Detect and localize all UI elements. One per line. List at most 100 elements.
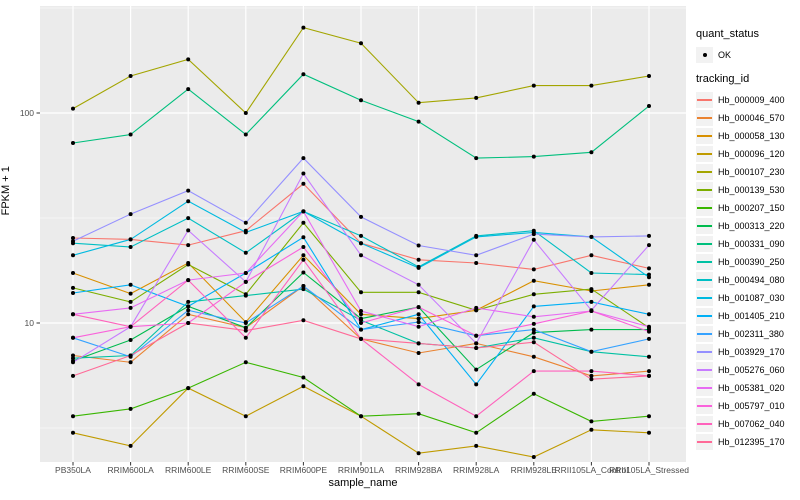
legend-key-line bbox=[697, 440, 712, 443]
data-point bbox=[128, 282, 133, 287]
legend-key-box bbox=[696, 253, 713, 270]
data-point bbox=[416, 312, 421, 317]
legend-key-line bbox=[697, 189, 712, 191]
data-point bbox=[243, 293, 248, 298]
legend-item: Hb_000009_400 bbox=[696, 91, 800, 109]
data-point bbox=[186, 262, 191, 267]
data-point bbox=[531, 83, 536, 88]
legend-item: Hb_005276_060 bbox=[696, 361, 800, 378]
data-point bbox=[243, 250, 248, 255]
data-point bbox=[186, 87, 191, 92]
legend-key-line bbox=[697, 404, 712, 407]
data-point bbox=[301, 220, 306, 225]
data-point bbox=[416, 341, 421, 346]
data-point bbox=[71, 373, 75, 378]
data-point bbox=[71, 271, 75, 275]
data-point bbox=[474, 253, 479, 258]
legend-key-box bbox=[696, 92, 713, 109]
data-point bbox=[301, 257, 306, 262]
data-point bbox=[474, 414, 479, 419]
legend-item-label: Hb_000313_220 bbox=[718, 220, 785, 231]
legend-key-box bbox=[696, 128, 713, 145]
x-tick-label: RRII105LA_Stressed bbox=[609, 465, 689, 475]
legend-item-label: Hb_000107_230 bbox=[718, 167, 785, 178]
legend-item-label: OK bbox=[718, 49, 732, 60]
data-point bbox=[531, 354, 536, 359]
data-point bbox=[589, 234, 594, 239]
legend-item: Hb_000207_150 bbox=[696, 199, 800, 216]
data-point bbox=[531, 335, 536, 340]
data-point bbox=[416, 100, 421, 105]
data-point bbox=[647, 233, 651, 238]
data-point bbox=[531, 455, 536, 459]
x-tick-label: RRIM928LE bbox=[510, 465, 557, 475]
data-point bbox=[359, 214, 363, 219]
legend-item: Hb_000390_250 bbox=[696, 253, 800, 270]
data-point bbox=[589, 253, 594, 258]
data-point bbox=[474, 305, 479, 310]
data-point bbox=[589, 377, 594, 382]
x-tick-label: RRIM600LA bbox=[107, 465, 154, 475]
legend-item-label: Hb_003929_170 bbox=[718, 346, 785, 357]
legend-item: Hb_005381_020 bbox=[696, 379, 800, 396]
data-point bbox=[71, 360, 75, 365]
legend-item: Hb_000139_530 bbox=[696, 181, 800, 198]
data-point bbox=[416, 243, 421, 248]
legend-item: Hb_000096_120 bbox=[696, 145, 800, 163]
data-point bbox=[301, 384, 306, 389]
data-point bbox=[589, 373, 594, 378]
legend-item: Hb_000046_570 bbox=[696, 109, 800, 127]
legend-item: Hb_001087_030 bbox=[696, 289, 800, 306]
legend-item: Hb_001405_210 bbox=[696, 307, 800, 324]
legend-key-box bbox=[696, 110, 713, 127]
data-point bbox=[301, 156, 306, 161]
legend-key-line bbox=[697, 386, 712, 389]
data-point bbox=[243, 328, 248, 333]
legend-key-box bbox=[696, 361, 713, 378]
data-point bbox=[243, 325, 248, 330]
legend-key-line bbox=[697, 206, 712, 209]
legend-item: Hb_002311_380 bbox=[696, 325, 800, 342]
data-point bbox=[243, 111, 248, 115]
data-point bbox=[359, 253, 363, 258]
data-point bbox=[71, 356, 75, 361]
series-points-Hb_000331_090 bbox=[71, 72, 651, 161]
data-point bbox=[301, 25, 306, 30]
data-point bbox=[301, 270, 306, 275]
data-point bbox=[531, 267, 536, 272]
legend-key-box bbox=[696, 235, 713, 252]
data-point bbox=[589, 309, 594, 313]
data-point bbox=[647, 430, 651, 435]
data-point bbox=[186, 386, 191, 391]
data-point bbox=[416, 324, 421, 329]
legend-item-label: Hb_000207_150 bbox=[718, 202, 785, 213]
legend-key-line bbox=[697, 314, 712, 317]
data-point bbox=[416, 257, 421, 262]
data-point bbox=[301, 181, 306, 186]
data-point bbox=[589, 369, 594, 374]
legend-item-label: Hb_005381_020 bbox=[718, 382, 785, 393]
data-point bbox=[531, 340, 536, 345]
legend-title-quant-status: quant_status bbox=[696, 28, 759, 40]
legend-item: Hb_000331_090 bbox=[696, 235, 800, 252]
legend-key-line bbox=[697, 135, 712, 138]
data-point bbox=[647, 243, 651, 248]
data-point bbox=[301, 253, 306, 258]
legend-item: Hb_000058_130 bbox=[696, 127, 800, 145]
legend-key-box bbox=[696, 307, 713, 324]
data-point bbox=[531, 237, 536, 242]
data-point bbox=[531, 369, 536, 374]
data-point bbox=[186, 308, 191, 313]
point-icon bbox=[702, 52, 707, 57]
series-points-Hb_000107_230 bbox=[71, 25, 651, 115]
legend-key-line bbox=[697, 242, 712, 245]
legend-item-label: Hb_002311_380 bbox=[718, 328, 784, 339]
legend-key-box bbox=[696, 46, 713, 63]
data-point bbox=[589, 427, 594, 432]
x-tick-label: RRIM600LE bbox=[165, 465, 212, 475]
data-point bbox=[416, 119, 421, 124]
data-point bbox=[71, 414, 75, 419]
data-point bbox=[589, 83, 594, 88]
data-point bbox=[647, 266, 651, 271]
data-point bbox=[359, 327, 363, 332]
